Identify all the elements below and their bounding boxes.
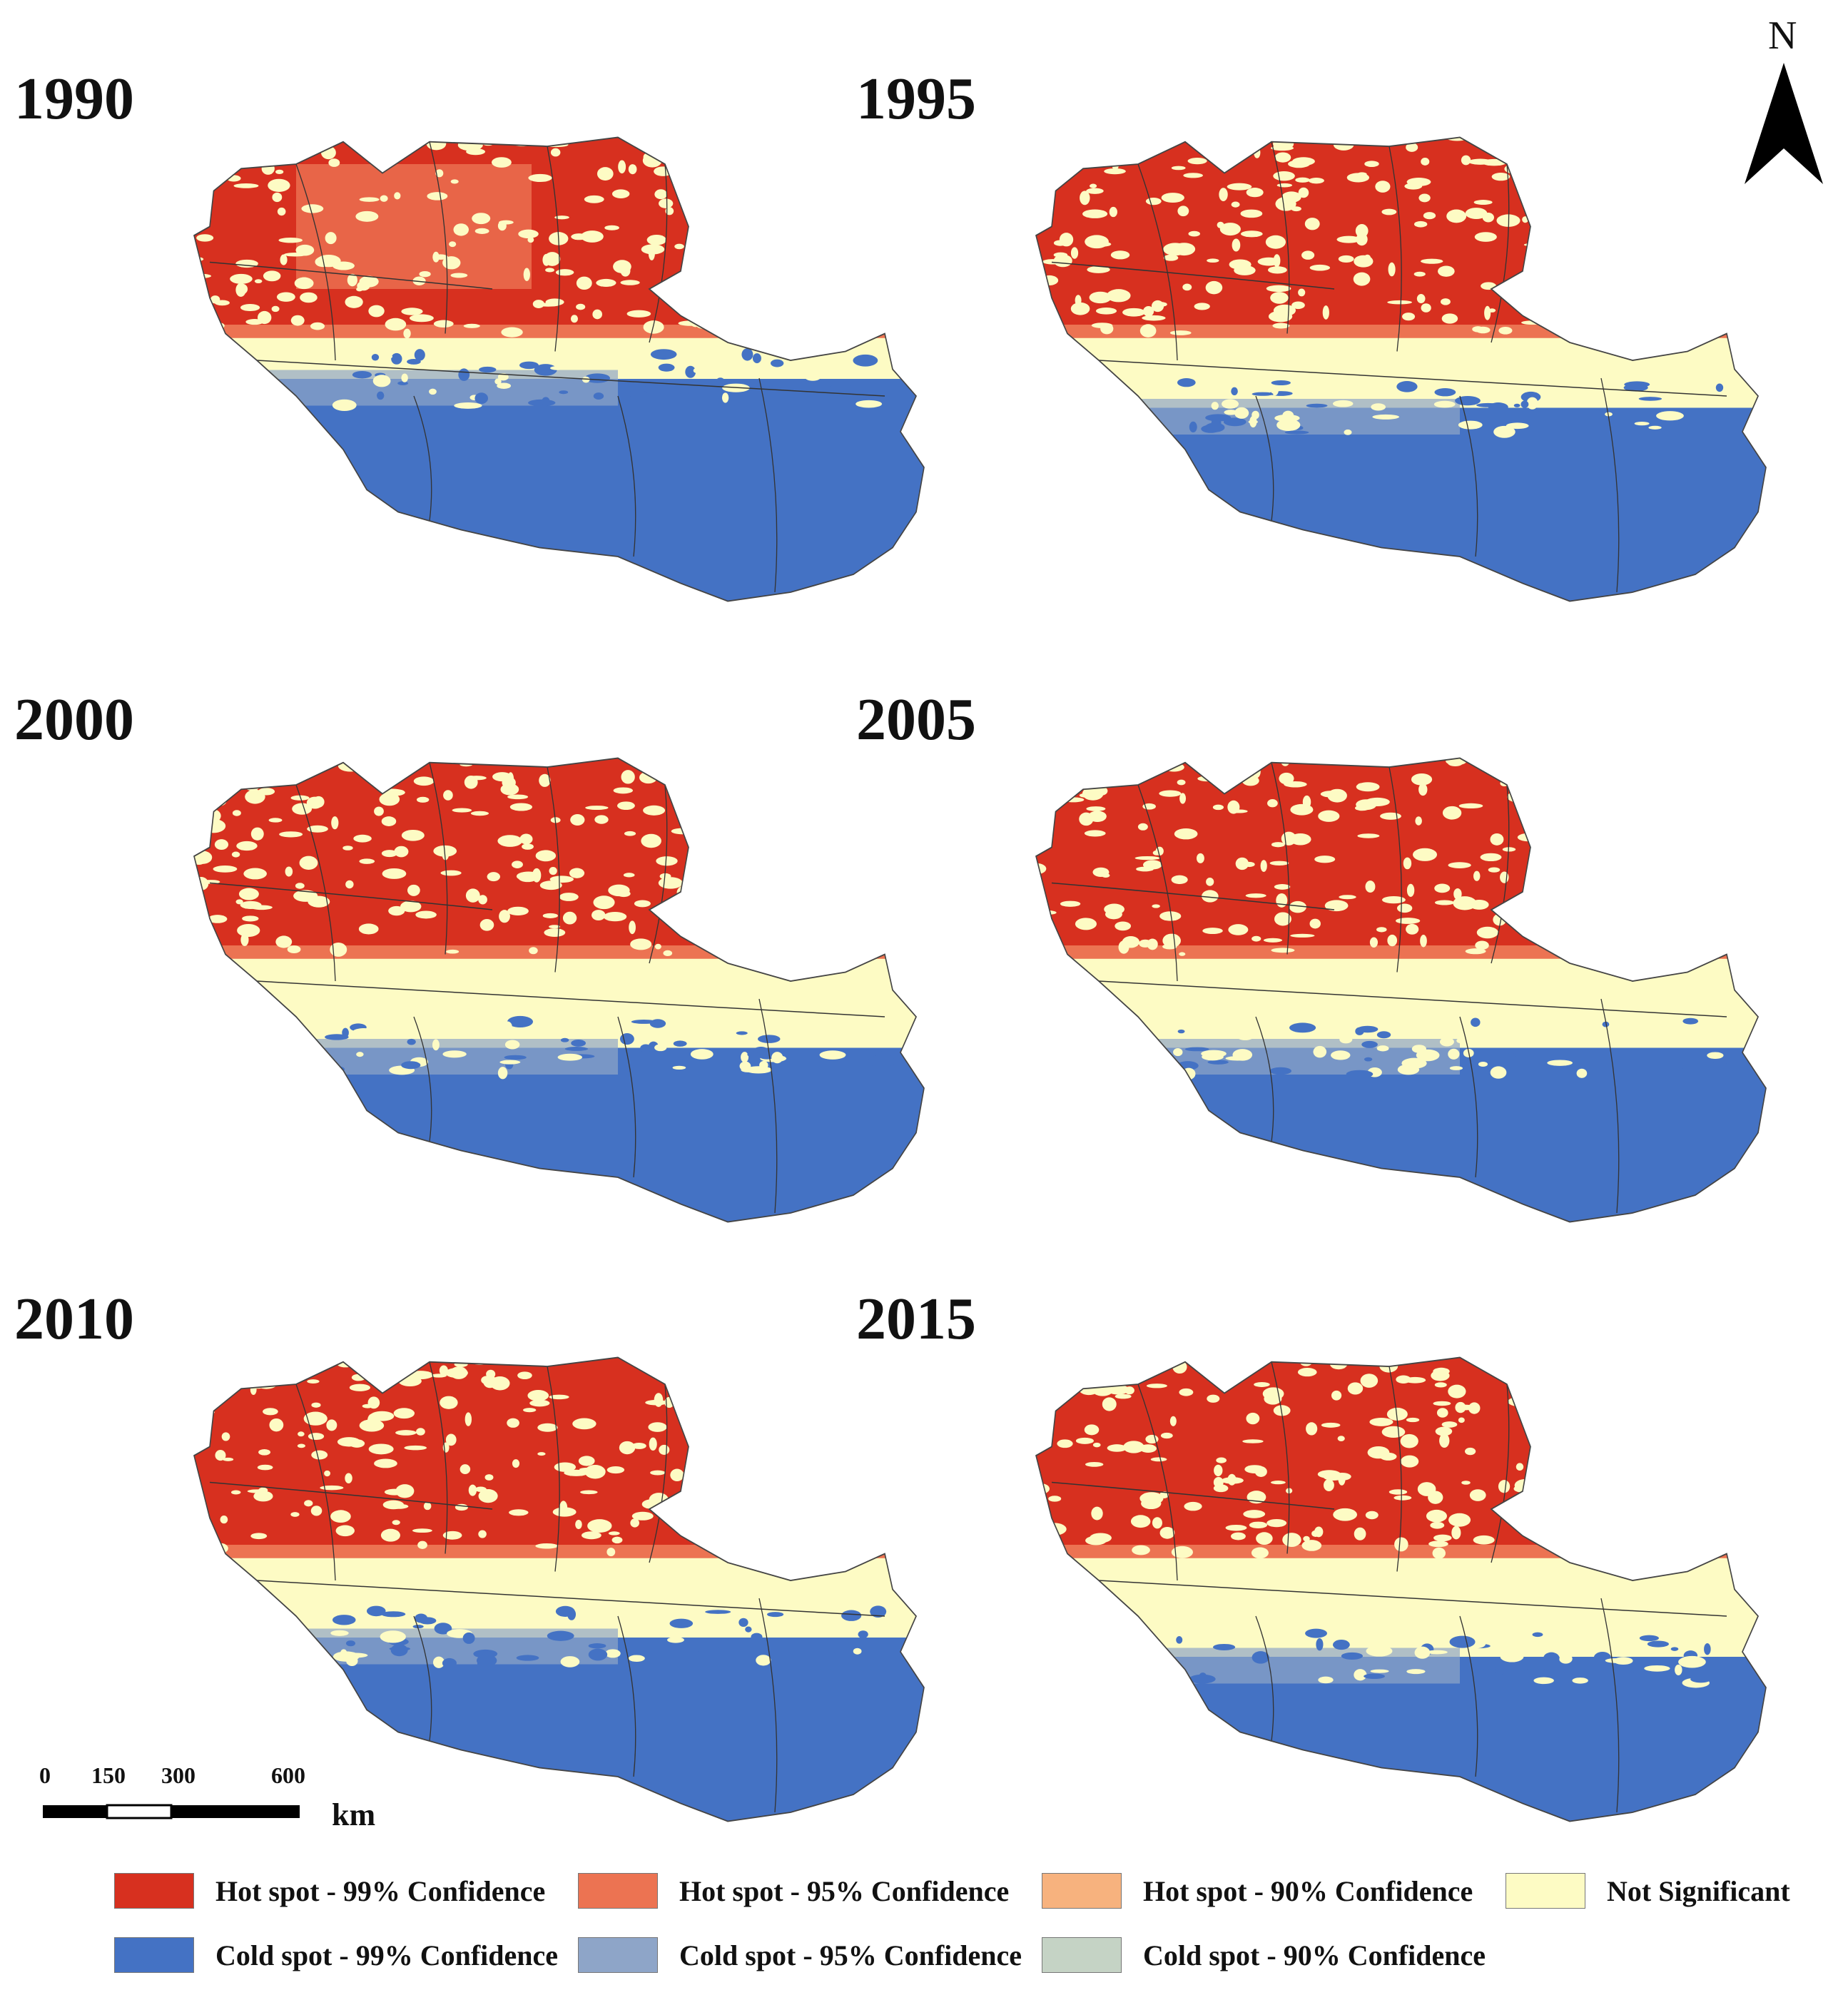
legend-item-cold-99: Cold spot - 99% Confidence [114,1934,558,1976]
legend-swatch [1042,1873,1122,1909]
legend-item-cold-90: Cold spot - 90% Confidence [1042,1934,1486,1976]
legend-item-hot-90: Hot spot - 90% Confidence [1042,1869,1473,1912]
region-map [1035,136,1767,602]
map-panel-2010: 2010 [14,1284,935,1877]
region-map [1035,1356,1767,1822]
north-label: N [1768,14,1797,58]
panel-year-label: 2015 [856,1286,976,1352]
legend-label: Hot spot - 90% Confidence [1143,1874,1473,1907]
map-panel-1995: 1995 [856,64,1777,656]
legend-swatch [1042,1937,1122,1973]
legend-label: Cold spot - 95% Confidence [679,1939,1022,1971]
panel-year-label: 2010 [14,1286,134,1352]
panel-year-label: 2000 [14,686,134,753]
legend-item-not-significant: Not Significant [1506,1869,1790,1912]
legend-item-hot-95: Hot spot - 95% Confidence [578,1869,1009,1912]
legend-label: Cold spot - 90% Confidence [1143,1939,1486,1971]
legend-swatch [1506,1873,1585,1909]
scale-tick-600: 600 [271,1762,305,1788]
scale-tick-150: 150 [91,1762,126,1788]
panel-year-label: 1990 [14,66,134,132]
legend-swatch [114,1937,194,1973]
legend-swatch [578,1873,658,1909]
legend-item-cold-95: Cold spot - 95% Confidence [578,1934,1022,1976]
legend-label: Hot spot - 99% Confidence [215,1874,546,1907]
panel-year-label: 1995 [856,66,976,132]
region-map [193,136,925,602]
legend-swatch [114,1873,194,1909]
scale-bar: 0 150 300 600 km [36,1762,435,1841]
legend: Hot spot - 99% Confidence Hot spot - 95%… [0,1855,1848,1991]
north-arrow: N [1741,13,1827,184]
scale-tick-300: 300 [161,1762,196,1788]
legend-label: Cold spot - 99% Confidence [215,1939,559,1971]
region-map [193,1356,925,1822]
legend-swatch [578,1937,658,1973]
region-map [193,757,925,1223]
region-map [1035,757,1767,1223]
north-arrow-icon [1745,63,1823,184]
map-panel-2000: 2000 [14,685,935,1277]
scale-tick-0: 0 [39,1762,51,1788]
panel-year-label: 2005 [856,686,976,753]
scale-bar-graphic [43,1804,300,1819]
legend-item-hot-99: Hot spot - 99% Confidence [114,1869,545,1912]
map-panel-2015: 2015 [856,1284,1777,1877]
map-panel-2005: 2005 [856,685,1777,1277]
legend-label: Not Significant [1607,1874,1790,1907]
scale-unit: km [332,1797,376,1832]
legend-label: Hot spot - 95% Confidence [679,1874,1010,1907]
map-panel-1990: 1990 [14,64,935,656]
